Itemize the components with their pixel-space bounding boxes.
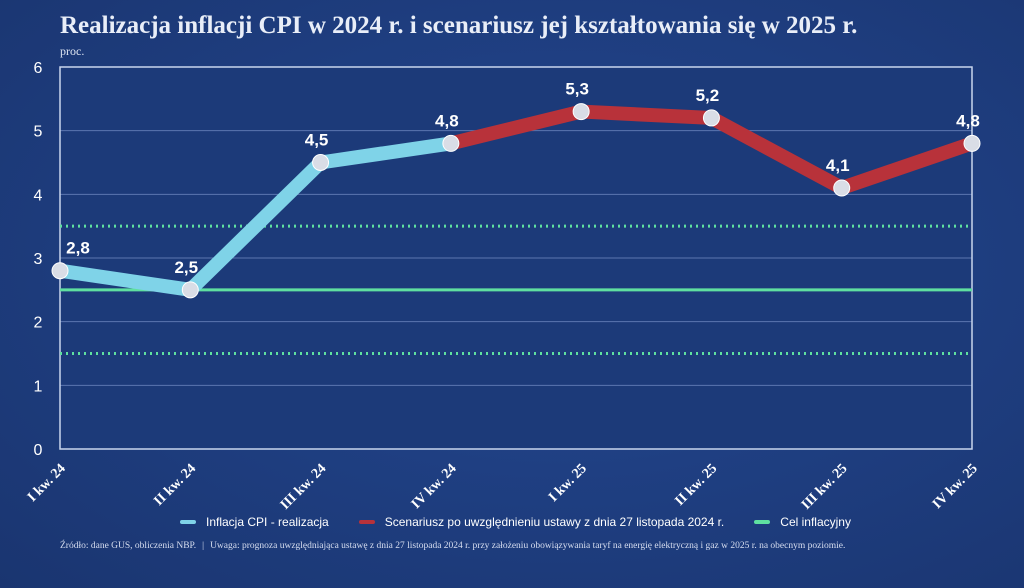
x-tick-label-6: II kw. 25 bbox=[673, 461, 721, 509]
footnote-source: Źródło: dane GUS, obliczenia NBP. bbox=[60, 541, 197, 551]
x-tick-label-8: IV kw. 25 bbox=[930, 461, 981, 510]
data-label-3: 4,5 bbox=[305, 131, 329, 150]
legend-swatch-realizacja bbox=[180, 520, 196, 524]
data-point-7 bbox=[833, 179, 851, 197]
data-point-6 bbox=[702, 109, 720, 127]
legend-label-realizacja: Inflacja CPI - realizacja bbox=[206, 515, 329, 529]
series-realizacja-line bbox=[53, 136, 458, 297]
footnote-note: Uwaga: prognoza uwzględniająca ustawę z … bbox=[210, 541, 846, 551]
x-tick-label-1: I kw. 24 bbox=[25, 461, 69, 505]
legend-item-scenariusz: Scenariusz po uwzględnieniu ustawy z dni… bbox=[358, 515, 725, 529]
data-point-2 bbox=[181, 281, 199, 299]
data-label-5: 5,3 bbox=[565, 80, 589, 99]
data-label-8: 4,8 bbox=[956, 111, 980, 130]
y-tick-label-1: 1 bbox=[34, 378, 43, 395]
footnote: Źródło: dane GUS, obliczenia NBP. | Uwaga:… bbox=[60, 541, 845, 551]
y-tick-label-6: 6 bbox=[34, 60, 43, 77]
footnote-separator: | bbox=[202, 541, 205, 551]
x-tick-label-4: IV kw. 24 bbox=[409, 461, 460, 510]
y-tick-label-0: 0 bbox=[34, 442, 43, 459]
data-label-7: 4,1 bbox=[826, 156, 850, 175]
legend-label-cel: Cel inflacyjny bbox=[780, 515, 851, 529]
x-tick-label-7: III kw. 25 bbox=[799, 461, 851, 510]
chart-title: Realizacja inflacji CPI w 2024 r. i scen… bbox=[60, 12, 858, 39]
legend-item-cel: Cel inflacyjny bbox=[754, 515, 851, 529]
y-tick-label-5: 5 bbox=[34, 124, 43, 141]
x-tick-label-5: I kw. 25 bbox=[546, 461, 590, 505]
plot-frame bbox=[59, 66, 973, 450]
data-point-5 bbox=[572, 103, 590, 121]
y-tick-label-3: 3 bbox=[34, 251, 43, 268]
legend-swatch-cel bbox=[754, 520, 771, 524]
data-label-6: 5,2 bbox=[696, 86, 720, 105]
x-tick-label-3: III kw. 24 bbox=[278, 461, 330, 510]
data-point-4 bbox=[442, 134, 460, 152]
y-tick-label-2: 2 bbox=[34, 315, 43, 332]
x-tick-label-2: II kw. 24 bbox=[151, 461, 199, 509]
data-point-8 bbox=[963, 134, 981, 152]
y-axis-unit: proc. bbox=[60, 44, 85, 58]
y-tick-label-4: 4 bbox=[34, 187, 43, 204]
data-label-4: 4,8 bbox=[435, 111, 459, 130]
data-point-1 bbox=[51, 262, 69, 280]
legend-swatch-scenariusz bbox=[358, 520, 375, 524]
data-point-3 bbox=[312, 154, 330, 171]
cpi-line-chart: 0 1 2 3 4 5 6 2,8 2,5 4,5 4,8 5,3 5,2 4,1 4,8 I kw. 24 I… bbox=[25, 60, 981, 510]
data-label-2: 2,5 bbox=[174, 258, 198, 277]
data-label-1: 2,8 bbox=[66, 239, 90, 258]
legend-label-scenariusz: Scenariusz po uwzględnieniu ustawy z dni… bbox=[384, 515, 725, 529]
chart-legend: Inflacja CPI - realizacja Scenariusz po … bbox=[180, 515, 881, 529]
legend-item-realizacja: Inflacja CPI - realizacja bbox=[180, 515, 329, 529]
